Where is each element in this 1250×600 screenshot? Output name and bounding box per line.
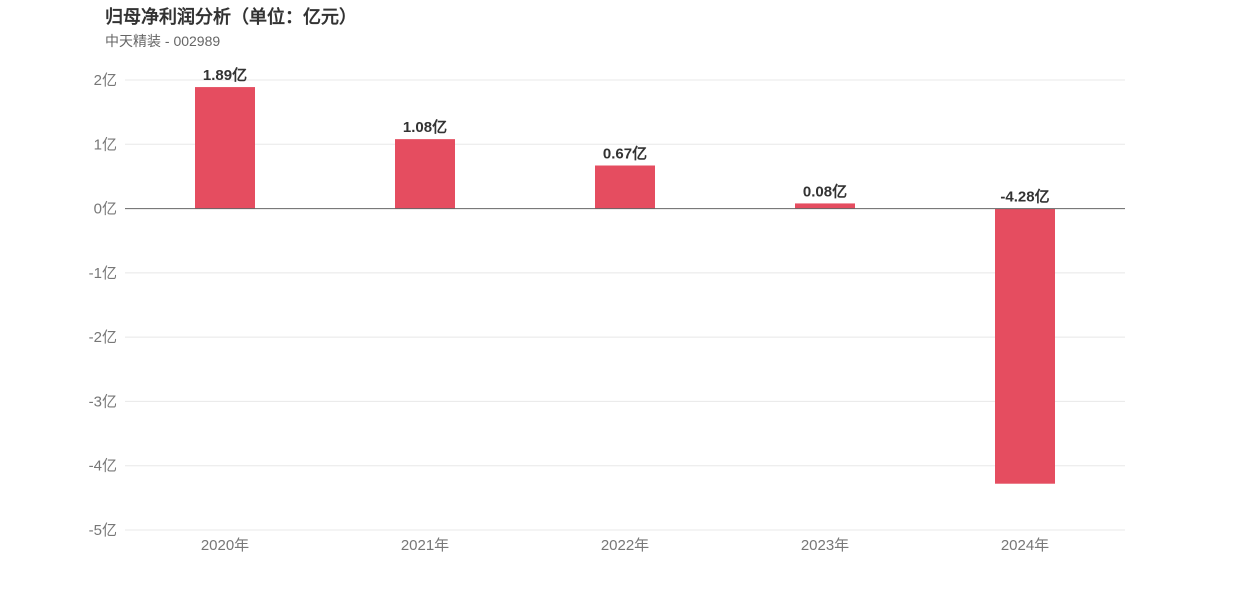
bar[interactable] [795, 203, 855, 209]
data-label: 0.67亿 [603, 145, 647, 163]
chart-title: 归母净利润分析（单位：亿元） [105, 7, 357, 27]
y-axis-ticks: 2亿 1亿 0亿 -1亿 -2亿 -3亿 -4亿 -5亿 [89, 72, 117, 539]
y-tick-label: -5亿 [89, 522, 117, 539]
x-tick-label: 2023年 [801, 537, 849, 554]
bar[interactable] [195, 87, 255, 209]
y-tick-label: 2亿 [94, 72, 117, 89]
x-tick-label: 2021年 [401, 537, 449, 554]
y-tick-label: -1亿 [89, 265, 117, 282]
data-label: 0.08亿 [803, 182, 847, 200]
chart-subtitle: 中天精装 - 002989 [105, 33, 221, 49]
y-tick-label: 0亿 [94, 201, 117, 218]
y-tick-label: 1亿 [94, 136, 117, 153]
data-labels: 1.89亿 1.08亿 0.67亿 0.08亿 -4.28亿 [203, 66, 1050, 206]
y-tick-label: -2亿 [89, 329, 117, 346]
bar[interactable] [995, 208, 1055, 484]
y-tick-label: -4亿 [89, 458, 117, 475]
x-tick-label: 2020年 [201, 537, 249, 554]
x-tick-label: 2022年 [601, 537, 649, 554]
bar[interactable] [395, 139, 455, 209]
data-label: -4.28亿 [1000, 188, 1049, 206]
x-tick-label: 2024年 [1001, 537, 1049, 554]
y-tick-label: -3亿 [89, 393, 117, 410]
data-label: 1.89亿 [203, 66, 247, 84]
bars [195, 87, 1055, 484]
x-axis-ticks: 2020年 2021年 2022年 2023年 2024年 [201, 537, 1049, 554]
bar[interactable] [595, 165, 655, 209]
gridlines [125, 79, 1125, 531]
data-label: 1.08亿 [403, 118, 447, 136]
